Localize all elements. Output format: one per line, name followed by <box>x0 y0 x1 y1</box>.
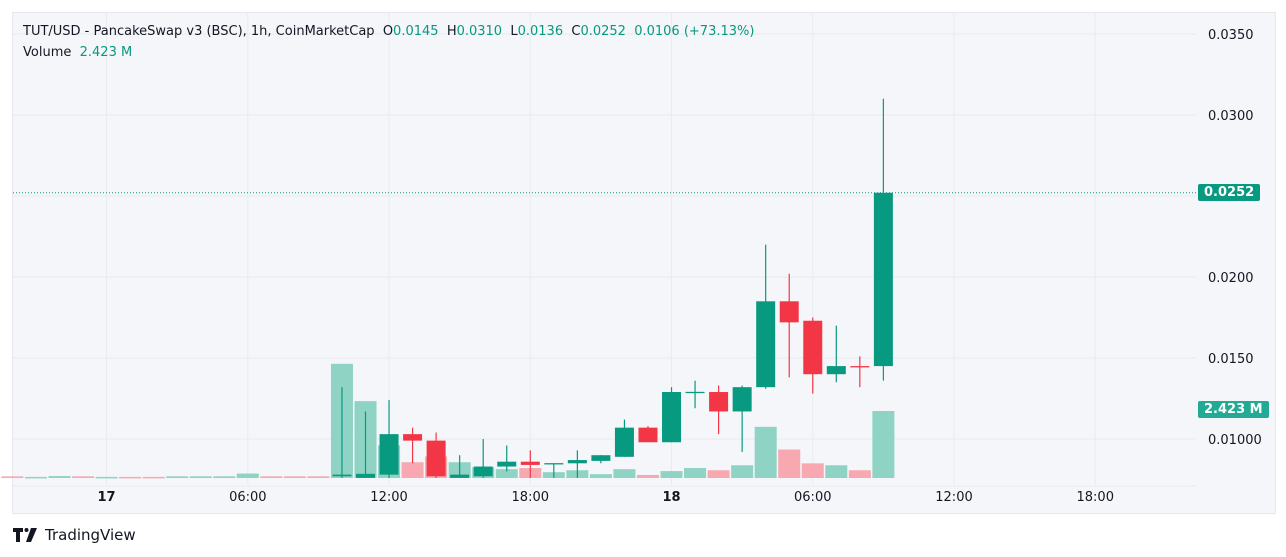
time-tick-label: 17 <box>98 490 116 505</box>
candle-body <box>379 434 399 475</box>
volume-bar <box>825 465 848 478</box>
volume-label: Volume <box>23 45 72 60</box>
candle-body <box>638 427 658 443</box>
volume-bar <box>24 476 47 479</box>
volume-bar <box>95 476 118 479</box>
volume-bar <box>660 471 683 478</box>
close-value: 0.0252 <box>580 24 626 39</box>
volume-bar <box>401 462 424 478</box>
volume-bar <box>260 476 283 478</box>
candle-body <box>403 434 423 441</box>
price-tick-label: 0.0150 <box>1208 352 1254 367</box>
volume-bar <box>189 476 212 478</box>
candle-body <box>520 461 540 465</box>
price-tick-label: 0.0350 <box>1208 28 1254 43</box>
volume-legend: Volume 2.423 M <box>23 45 132 60</box>
last-volume-tag: 2.423 M <box>1198 401 1269 418</box>
candle-body <box>473 466 493 477</box>
tradingview-logo-icon <box>13 528 37 542</box>
candle-body <box>497 461 517 467</box>
volume-bar <box>283 476 306 478</box>
candle-body <box>685 391 705 394</box>
low-label: L <box>510 24 518 39</box>
candle-body <box>544 463 564 465</box>
volume-bar <box>754 426 777 478</box>
low-value: 0.0136 <box>517 24 564 39</box>
close-label: C <box>571 24 581 39</box>
volume-bar <box>707 470 730 478</box>
volume-bar <box>848 470 871 478</box>
time-tick-label: 06:00 <box>794 490 831 505</box>
volume-bar <box>72 476 95 478</box>
open-label: O <box>382 24 394 39</box>
volume-bar <box>142 476 165 479</box>
volume-bar <box>778 449 801 478</box>
volume-bar <box>1 476 24 478</box>
tradingview-logo[interactable]: TradingView <box>13 526 136 544</box>
candle-body <box>732 387 752 412</box>
chart-legend: TUT/USD - PancakeSwap v3 (BSC), 1h, Coin… <box>23 24 754 39</box>
volume-bar <box>307 476 330 478</box>
candle-body <box>709 392 729 412</box>
time-tick-label: 06:00 <box>229 490 266 505</box>
candle-body <box>756 301 776 388</box>
candle-body <box>332 474 352 477</box>
price-tick-label: 0.0200 <box>1208 271 1254 286</box>
volume-bar <box>166 476 189 478</box>
last-price-tag: 0.0252 <box>1198 184 1261 201</box>
volume-bar <box>119 476 142 479</box>
symbol-title[interactable]: TUT/USD - PancakeSwap v3 (BSC), 1h, Coin… <box>23 24 375 39</box>
candle-body <box>567 460 587 464</box>
candle-body <box>662 392 682 443</box>
high-label: H <box>446 24 457 39</box>
price-tick-label: 0.0300 <box>1208 109 1254 124</box>
volume-bar <box>684 468 707 478</box>
change-value: 0.0106 (+73.13%) <box>634 24 755 39</box>
volume-bar <box>801 463 824 478</box>
candle-body <box>803 320 823 375</box>
candle-body <box>826 366 846 375</box>
volume-bar <box>636 474 659 478</box>
time-tick-label: 18:00 <box>512 490 549 505</box>
candle-body <box>356 473 375 478</box>
volume-bar <box>48 476 71 478</box>
time-tick-label: 18:00 <box>1077 490 1114 505</box>
volume-bar <box>589 474 612 478</box>
volume-bar <box>236 473 259 478</box>
time-tick-label: 12:00 <box>370 490 407 505</box>
volume-bar <box>872 411 895 478</box>
time-tick-label: 12:00 <box>935 490 972 505</box>
candle-body <box>426 440 446 477</box>
tradingview-brand: TradingView <box>45 526 136 544</box>
open-value: 0.0145 <box>393 24 439 39</box>
time-tick-label: 18 <box>662 490 680 505</box>
volume-bar <box>495 469 518 478</box>
price-tick-label: 0.01000 <box>1208 433 1262 448</box>
candle-body <box>614 427 634 457</box>
volume-bar <box>213 476 236 478</box>
volume-bar <box>613 469 636 478</box>
high-value: 0.0310 <box>456 24 503 39</box>
candle-body <box>591 455 611 461</box>
volume-bar <box>731 465 754 478</box>
candle-body <box>873 192 893 367</box>
volume-value: 2.423 M <box>79 45 133 60</box>
candle-body <box>450 474 470 478</box>
candle-body <box>779 301 799 323</box>
candle-body <box>850 366 870 368</box>
